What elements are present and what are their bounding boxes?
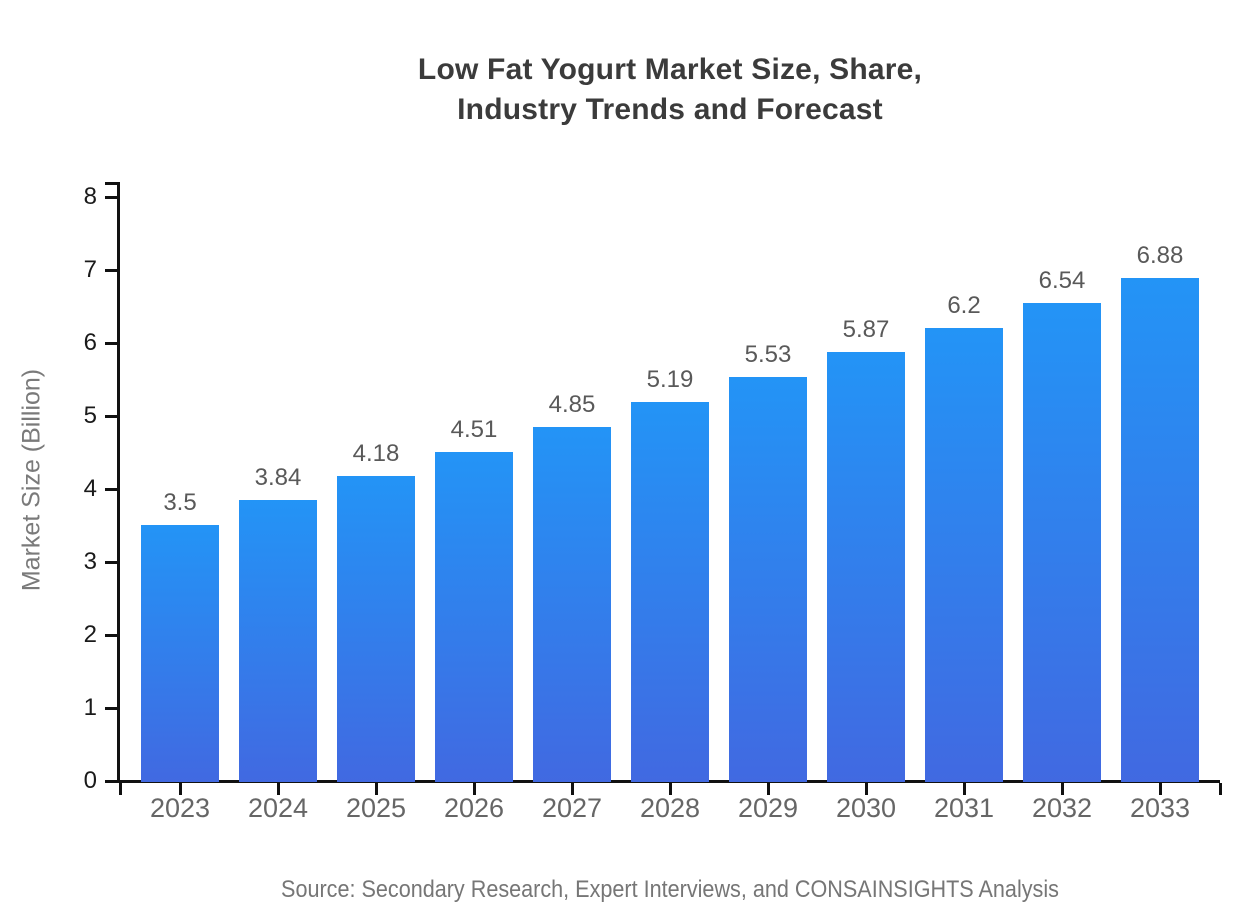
- bar: [239, 500, 317, 782]
- y-tick-label: 2: [83, 620, 97, 648]
- y-axis-tick: [105, 560, 117, 564]
- x-axis-tick: [1060, 783, 1064, 795]
- y-axis-line: [117, 182, 120, 783]
- x-tick-label: 2031: [933, 793, 995, 823]
- y-axis-tick: [105, 414, 117, 418]
- x-tick-label: 2033: [1129, 793, 1191, 823]
- y-tick-label: 6: [83, 328, 97, 356]
- x-axis-tick: [570, 783, 574, 795]
- y-tick-label: 0: [83, 767, 97, 794]
- bar-value-label: 4.18: [352, 439, 400, 467]
- x-axis-tick: [864, 783, 868, 795]
- y-tick-label: 5: [83, 401, 97, 429]
- x-tick-label: 2023: [149, 793, 211, 823]
- bar-value-label: 6.88: [1136, 242, 1184, 270]
- chart-title: Low Fat Yogurt Market Size, Share, Indus…: [80, 50, 1260, 130]
- bar: [631, 401, 709, 782]
- x-tick-label: 2027: [541, 793, 603, 823]
- bar-value-label: 4.51: [450, 415, 498, 443]
- bar: [827, 352, 905, 782]
- bar-value-label: 3.84: [254, 464, 302, 492]
- bar: [435, 451, 513, 782]
- y-tick-label: 7: [83, 255, 97, 283]
- y-axis-tick: [105, 706, 117, 710]
- x-axis-tick: [472, 783, 476, 795]
- bar-value-label: 6.2: [947, 292, 981, 320]
- x-axis-origin-tick: [118, 783, 122, 795]
- bar: [141, 525, 219, 782]
- bar: [337, 475, 415, 782]
- x-axis-tick: [766, 783, 770, 795]
- x-axis-tick: [668, 783, 672, 795]
- y-axis-end-cap: [105, 182, 117, 185]
- bar-value-label: 3.5: [163, 489, 197, 517]
- bar: [1023, 303, 1101, 782]
- bar: [729, 377, 807, 782]
- bar-value-label: 6.54: [1038, 267, 1086, 295]
- y-axis-tick: [105, 195, 117, 199]
- x-axis-tick: [276, 783, 280, 795]
- x-tick-label: 2030: [835, 793, 897, 823]
- bar: [1121, 278, 1199, 782]
- bar-value-label: 4.85: [548, 390, 596, 418]
- source-note: Source: Secondary Research, Expert Inter…: [281, 876, 1059, 903]
- y-tick-label: 4: [83, 474, 97, 502]
- x-tick-label: 2024: [247, 793, 309, 823]
- y-axis-tick: [105, 268, 117, 272]
- x-axis-tick: [1158, 783, 1162, 795]
- y-axis-tick: [105, 780, 117, 783]
- x-tick-label: 2032: [1031, 793, 1093, 823]
- bar-value-label: 5.87: [842, 316, 890, 344]
- y-tick-label: 3: [83, 547, 97, 575]
- x-tick-label: 2028: [639, 793, 701, 823]
- bar-value-label: 5.19: [646, 365, 694, 393]
- bar-value-label: 5.53: [744, 341, 792, 369]
- chart-title-line-2: Industry Trends and Forecast: [457, 93, 883, 126]
- y-tick-label: 1: [83, 693, 97, 721]
- y-tick-label: 8: [83, 182, 97, 210]
- y-axis-tick: [105, 341, 117, 345]
- y-axis-tick: [105, 633, 117, 637]
- x-tick-label: 2025: [345, 793, 407, 823]
- x-axis-tick: [962, 783, 966, 795]
- x-tick-label: 2026: [443, 793, 505, 823]
- x-axis-tick: [374, 783, 378, 795]
- chart-title-line-1: Low Fat Yogurt Market Size, Share,: [417, 53, 923, 86]
- bar: [925, 328, 1003, 782]
- bar: [533, 426, 611, 782]
- y-axis-tick: [105, 487, 117, 491]
- x-axis-tick: [178, 783, 182, 795]
- x-tick-label: 2029: [737, 793, 799, 823]
- x-axis-end-tick: [1218, 783, 1222, 795]
